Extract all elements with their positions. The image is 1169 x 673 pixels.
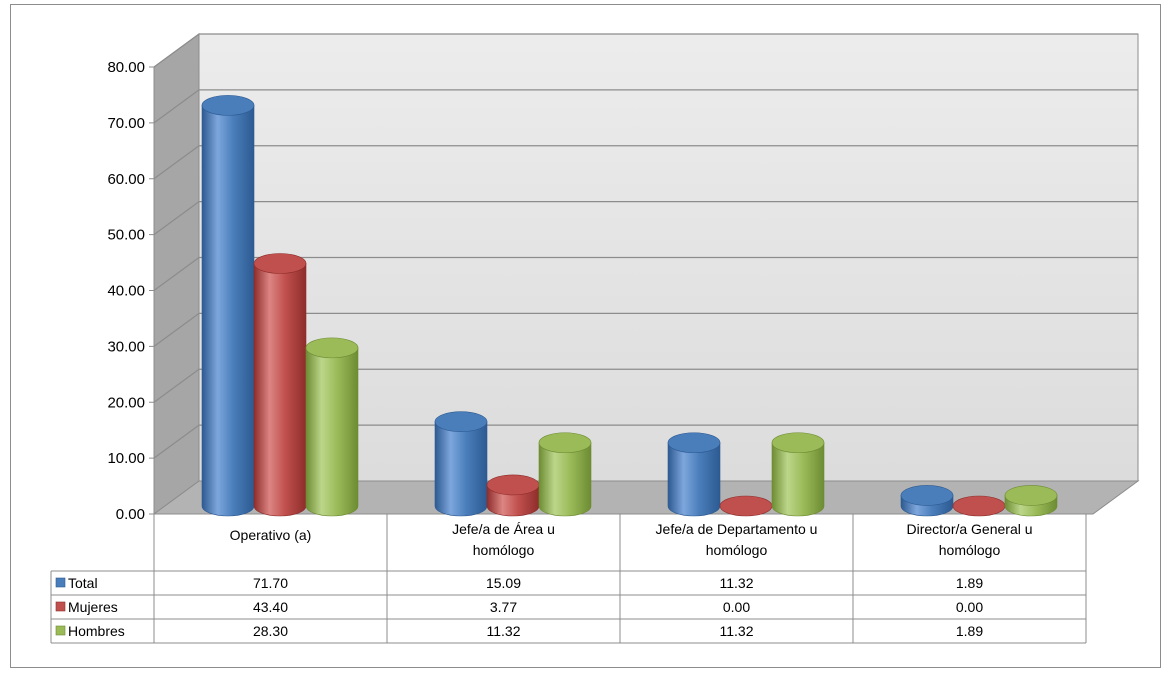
legend-label: Hombres: [68, 623, 125, 639]
gridline: [153, 312, 1138, 347]
data-label: 11.32: [487, 623, 521, 639]
bar: [486, 474, 540, 517]
category-label: Jefe/a de Área u: [452, 521, 555, 537]
data-label: 11.32: [720, 623, 754, 639]
category-label: homólogo: [706, 542, 768, 558]
y-tick-label: 0.00: [116, 506, 145, 523]
gridline: [153, 33, 1138, 68]
bar: [667, 432, 721, 517]
gridlines: [153, 33, 1138, 459]
category-label: Director/a General u: [906, 521, 1032, 537]
y-tick-label: 70.00: [107, 115, 145, 132]
data-label: 15.09: [486, 575, 521, 591]
gridline: [153, 424, 1138, 459]
bar: [253, 253, 307, 517]
gridline: [153, 145, 1138, 180]
data-label: 0.00: [723, 599, 750, 615]
bar: [719, 495, 773, 517]
legend-key: [55, 625, 66, 636]
gridline: [153, 256, 1138, 291]
data-label: 1.89: [956, 575, 983, 591]
legend-label: Total: [68, 575, 98, 591]
data-table: Operativo (a) Jefe/a de Área u homólogo Jef…: [50, 514, 1087, 644]
y-tick-label: 10.00: [107, 450, 145, 467]
bar: [1004, 485, 1058, 517]
data-label: 0.00: [956, 599, 983, 615]
data-label: 1.89: [956, 623, 983, 639]
y-tick-label: 40.00: [107, 283, 145, 300]
y-tick-label: 50.00: [107, 227, 145, 244]
bar: [434, 411, 488, 517]
data-label: 28.30: [253, 623, 288, 639]
legend-key: [55, 601, 66, 612]
y-tick-label: 30.00: [107, 338, 145, 355]
data-label: 71.70: [253, 575, 288, 591]
data-label: 11.32: [720, 575, 754, 591]
y-axis: 0.00 10.00 20.00 30.00 40.00 50.00 60.00 70.00 8…: [107, 59, 155, 523]
legend-key: [55, 577, 66, 588]
chart-frame: 0.00 10.00 20.00 30.00 40.00 50.00 60.00 70.00 8…: [10, 4, 1161, 668]
cylinder-bar-chart: 0.00 10.00 20.00 30.00 40.00 50.00 60.00 70.00 8…: [50, 33, 1140, 644]
gridline: [153, 201, 1138, 236]
bars: [201, 95, 1058, 517]
category-label: Operativo (a): [230, 527, 312, 543]
bar: [900, 485, 954, 517]
floor: [152, 480, 1140, 515]
category-label: homólogo: [473, 542, 535, 558]
gridline: [153, 89, 1138, 124]
bar: [201, 95, 255, 517]
category-label: Jefe/a de Departamento u: [656, 521, 818, 537]
gridline: [153, 368, 1138, 403]
data-label: 3.77: [490, 599, 517, 615]
y-tick-label: 20.00: [107, 394, 145, 411]
legend-label: Mujeres: [68, 599, 118, 615]
bar: [771, 432, 825, 517]
bar: [952, 495, 1006, 517]
category-label: homólogo: [939, 542, 1001, 558]
bar: [538, 432, 592, 517]
y-tick-label: 80.00: [107, 59, 145, 76]
data-label: 43.40: [253, 599, 288, 615]
y-tick-label: 60.00: [107, 171, 145, 188]
bar: [305, 337, 359, 517]
